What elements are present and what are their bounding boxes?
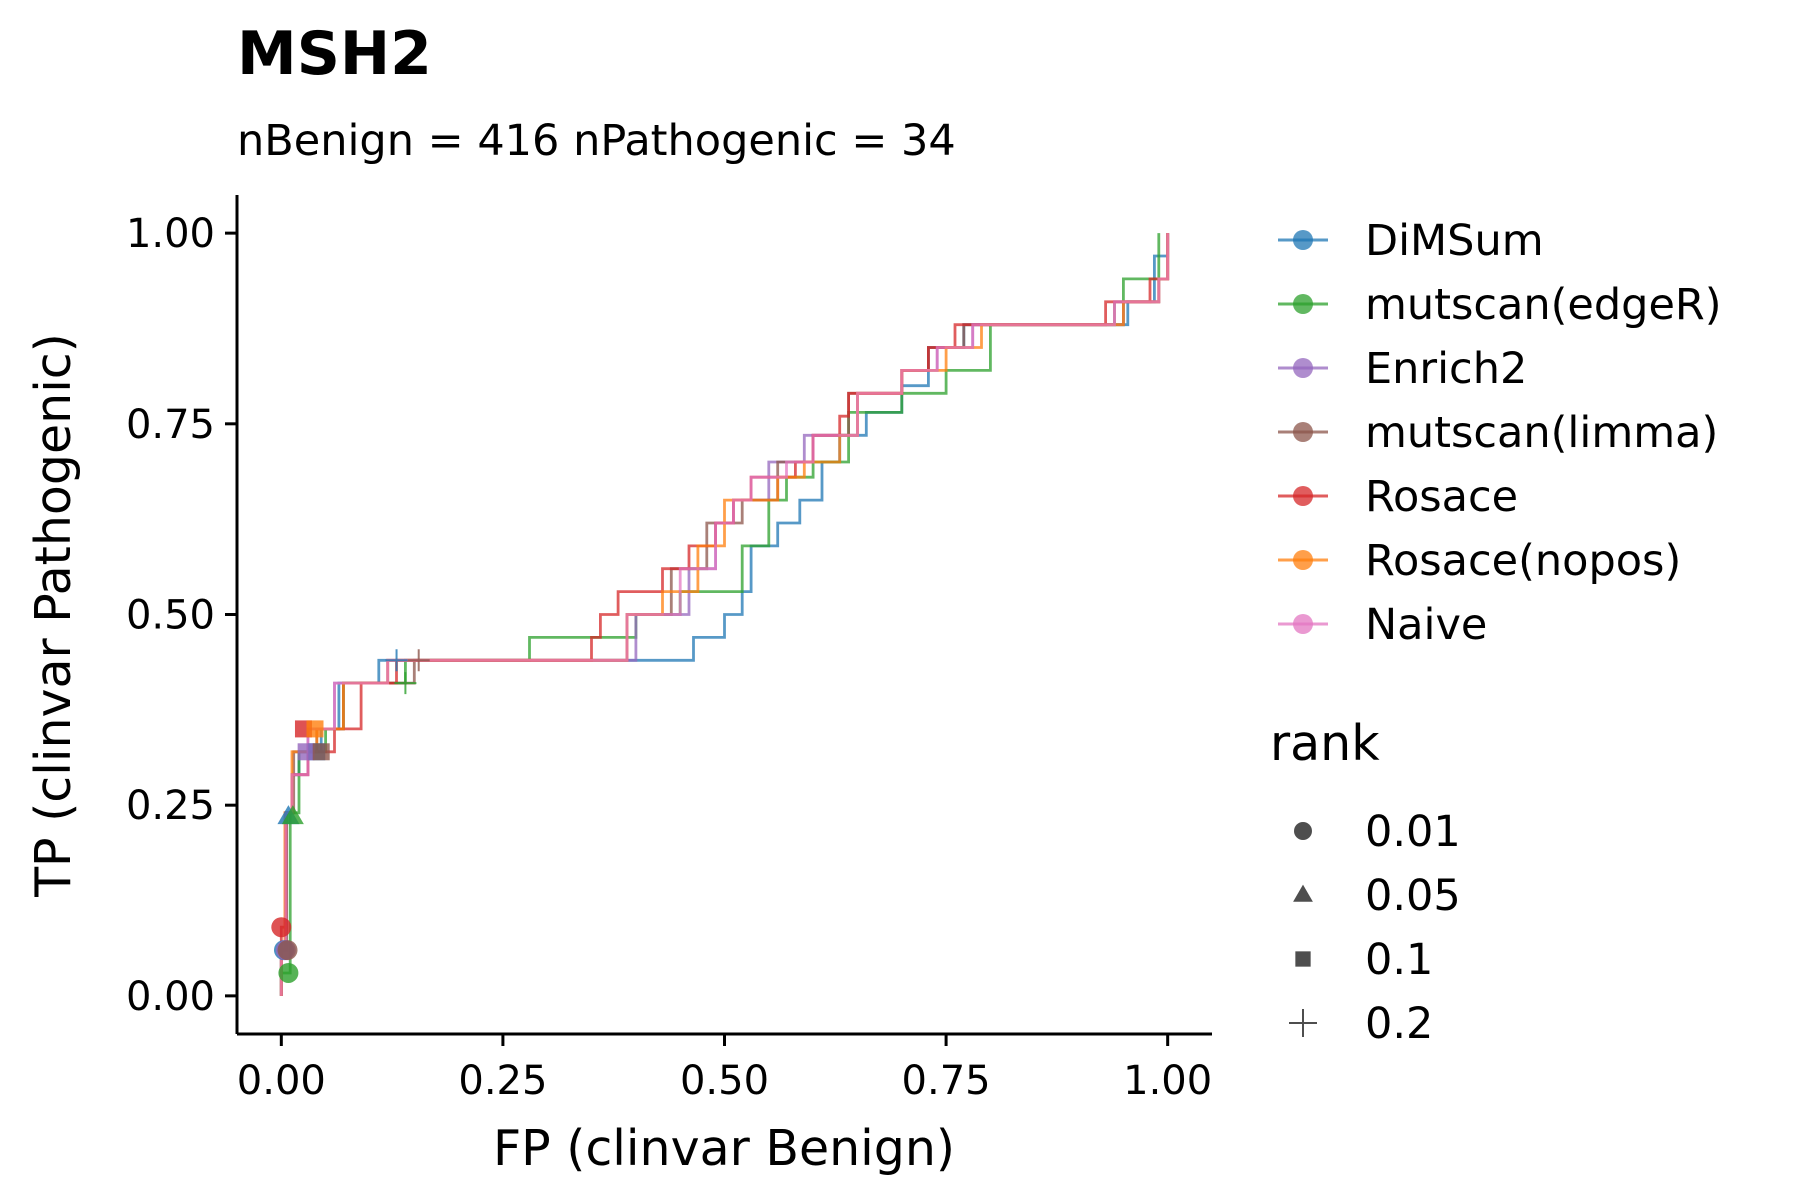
rank-marker-enrich2 bbox=[297, 743, 315, 761]
legend-label-enrich2: Enrich2 bbox=[1365, 344, 1527, 394]
rank-legend-triangle-icon bbox=[1293, 884, 1313, 902]
x-axis-title: FP (clinvar Benign) bbox=[493, 1120, 955, 1177]
rank-legend-label: 0.01 bbox=[1365, 807, 1461, 857]
legend-dot-rosace-nopos bbox=[1293, 550, 1313, 570]
rank-marker-mutscan-limma bbox=[277, 940, 298, 961]
legend-label-rosace-nopos: Rosace(nopos) bbox=[1365, 536, 1681, 586]
x-tick-label: 0.00 bbox=[237, 1058, 326, 1104]
y-tick-label: 0.00 bbox=[126, 974, 215, 1020]
legend-dot-enrich2 bbox=[1293, 358, 1313, 378]
rank-legend-square-icon bbox=[1295, 951, 1311, 967]
rank-marker-rosace bbox=[271, 917, 292, 938]
x-tick-label: 0.25 bbox=[458, 1058, 547, 1104]
rank-marker-mutscan-limma bbox=[312, 743, 330, 761]
legend-label-rosace: Rosace bbox=[1365, 472, 1518, 522]
series-legend: DiMSum mutscan(edgeR) Enrich2 mutscan(limma… bbox=[1278, 216, 1722, 650]
y-tick-label: 0.50 bbox=[126, 593, 215, 639]
rank-marker-mutscan-limma bbox=[407, 649, 430, 672]
legend-label-mutscan-edger: mutscan(edgeR) bbox=[1365, 280, 1722, 330]
rank-marker-mutscan-edger bbox=[281, 805, 304, 825]
y-tick-label: 0.75 bbox=[126, 402, 215, 448]
series-line-mutscan-edger bbox=[279, 233, 1161, 996]
rank-legend-label: 0.05 bbox=[1365, 871, 1461, 921]
rank-marker-mutscan-edger bbox=[394, 672, 417, 695]
legend-label-dimsum: DiMSum bbox=[1365, 216, 1544, 266]
rank-legend-circle-icon bbox=[1294, 822, 1312, 840]
legend-label-mutscan-limma: mutscan(limma) bbox=[1365, 408, 1718, 458]
marker-layer bbox=[271, 649, 430, 983]
plot-area bbox=[271, 233, 1170, 996]
rank-legend: 0.01 0.05 0.1 0.2 bbox=[1289, 807, 1461, 1049]
x-axis-ticks: 0.00 0.25 0.50 0.75 1.00 bbox=[237, 1034, 1212, 1104]
rank-legend-plus-icon bbox=[1289, 1009, 1317, 1037]
series-layer bbox=[279, 233, 1170, 996]
legend-dot-mutscan-edger bbox=[1293, 294, 1313, 314]
x-tick-label: 1.00 bbox=[1123, 1058, 1212, 1104]
legend-dot-rosace bbox=[1293, 486, 1313, 506]
y-axis-ticks: 0.00 0.25 0.50 0.75 1.00 bbox=[126, 211, 237, 1020]
chart-subtitle: nBenign = 416 nPathogenic = 34 bbox=[237, 116, 956, 166]
rank-marker-rosace-nopos bbox=[306, 720, 324, 738]
legend-label-naive: Naive bbox=[1365, 600, 1487, 650]
y-tick-label: 1.00 bbox=[126, 211, 215, 257]
rank-legend-label: 0.1 bbox=[1365, 935, 1433, 985]
legend-dot-mutscan-limma bbox=[1293, 422, 1313, 442]
chart-title: MSH2 bbox=[237, 19, 432, 89]
rank-legend-label: 0.2 bbox=[1365, 999, 1433, 1049]
legend-dot-naive bbox=[1293, 614, 1313, 634]
y-tick-label: 0.25 bbox=[126, 783, 215, 829]
x-tick-label: 0.75 bbox=[902, 1058, 991, 1104]
rank-legend-title: rank bbox=[1270, 715, 1380, 772]
legend-dot-dimsum bbox=[1293, 230, 1313, 250]
rank-marker-dimsum bbox=[385, 649, 408, 672]
y-axis-title: TP (clinvar Pathogenic) bbox=[25, 333, 82, 898]
rank-marker-mutscan-edger bbox=[278, 962, 299, 983]
x-tick-label: 0.50 bbox=[680, 1058, 769, 1104]
series-line-dimsum bbox=[279, 233, 1170, 996]
